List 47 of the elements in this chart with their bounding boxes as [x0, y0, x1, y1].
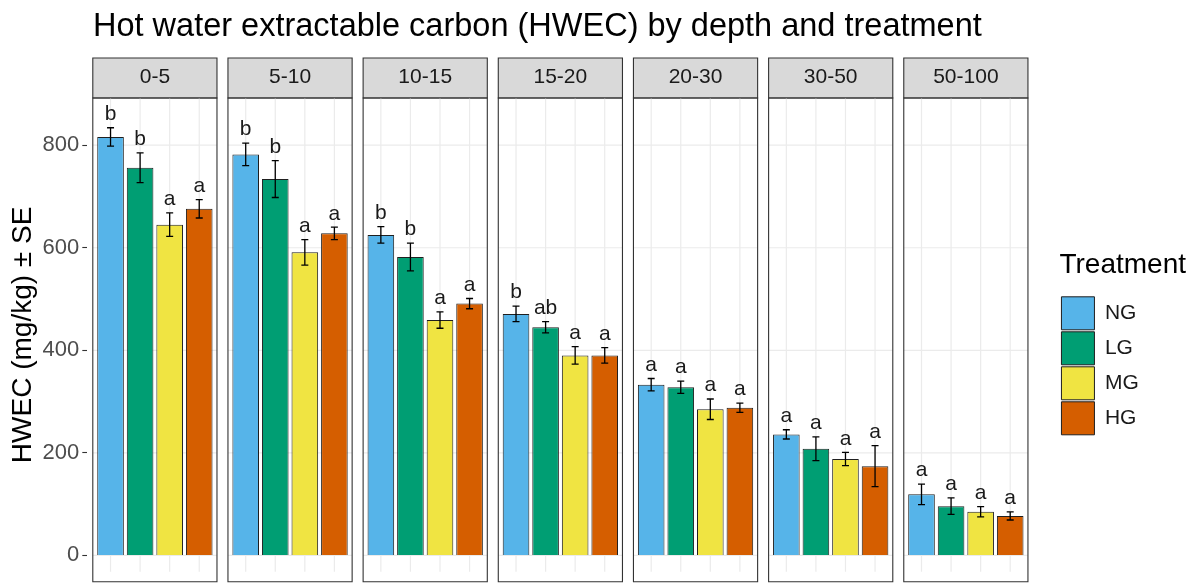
data-label: a: [298, 212, 311, 236]
legend-label: MG: [1104, 370, 1139, 394]
x-tick-label: 15-20: [533, 64, 588, 88]
x-tick-label: 10-15: [398, 64, 453, 88]
data-label: a: [645, 351, 658, 375]
x-tick-label: 30-50: [803, 64, 858, 88]
legend-label: HG: [1104, 405, 1137, 429]
data-label: b: [404, 216, 417, 240]
x-tick-label: 50-100: [933, 64, 999, 88]
data-label: a: [463, 271, 476, 295]
data-label: a: [569, 319, 582, 343]
x-tick-label: 5-10: [269, 64, 312, 88]
data-label: b: [269, 133, 282, 157]
data-label: a: [810, 410, 823, 434]
data-label: a: [434, 285, 447, 309]
data-label: a: [1004, 485, 1017, 509]
data-label: a: [974, 479, 987, 503]
data-label: a: [869, 418, 882, 442]
data-label: a: [598, 321, 611, 345]
x-tick-label: 0-5: [139, 64, 171, 88]
legend-label: LG: [1104, 335, 1133, 359]
y-tick-label: 400: [42, 336, 80, 362]
y-tick-label: 200: [42, 438, 80, 464]
legend-label: NG: [1104, 300, 1137, 324]
data-label: b: [375, 200, 387, 223]
y-tick-label: 800: [42, 131, 80, 157]
data-label: a: [945, 471, 958, 495]
data-label: b: [104, 101, 117, 125]
y-tick-label: 600: [42, 233, 80, 259]
y-tick-label: 0: [67, 541, 80, 567]
x-tick-label: 20-30: [668, 64, 723, 88]
y-axis-title: HWEC (mg/kg) ± SE: [5, 206, 37, 464]
data-label: a: [193, 172, 206, 196]
data-label: b: [510, 279, 522, 303]
data-label: a: [915, 457, 928, 481]
data-label: a: [734, 376, 747, 400]
data-label: b: [134, 126, 146, 150]
data-label: ab: [533, 294, 558, 318]
data-label: a: [674, 354, 687, 378]
data-label: a: [839, 425, 852, 449]
data-label: a: [704, 372, 717, 396]
chart-title: Hot water extractable carbon (HWEC) by depth and treatment: [93, 7, 982, 44]
data-label: a: [163, 186, 176, 210]
data-label: a: [328, 200, 341, 224]
data-label: b: [239, 116, 252, 140]
data-label: a: [780, 403, 793, 427]
legend-title: Treatment: [1059, 247, 1187, 279]
